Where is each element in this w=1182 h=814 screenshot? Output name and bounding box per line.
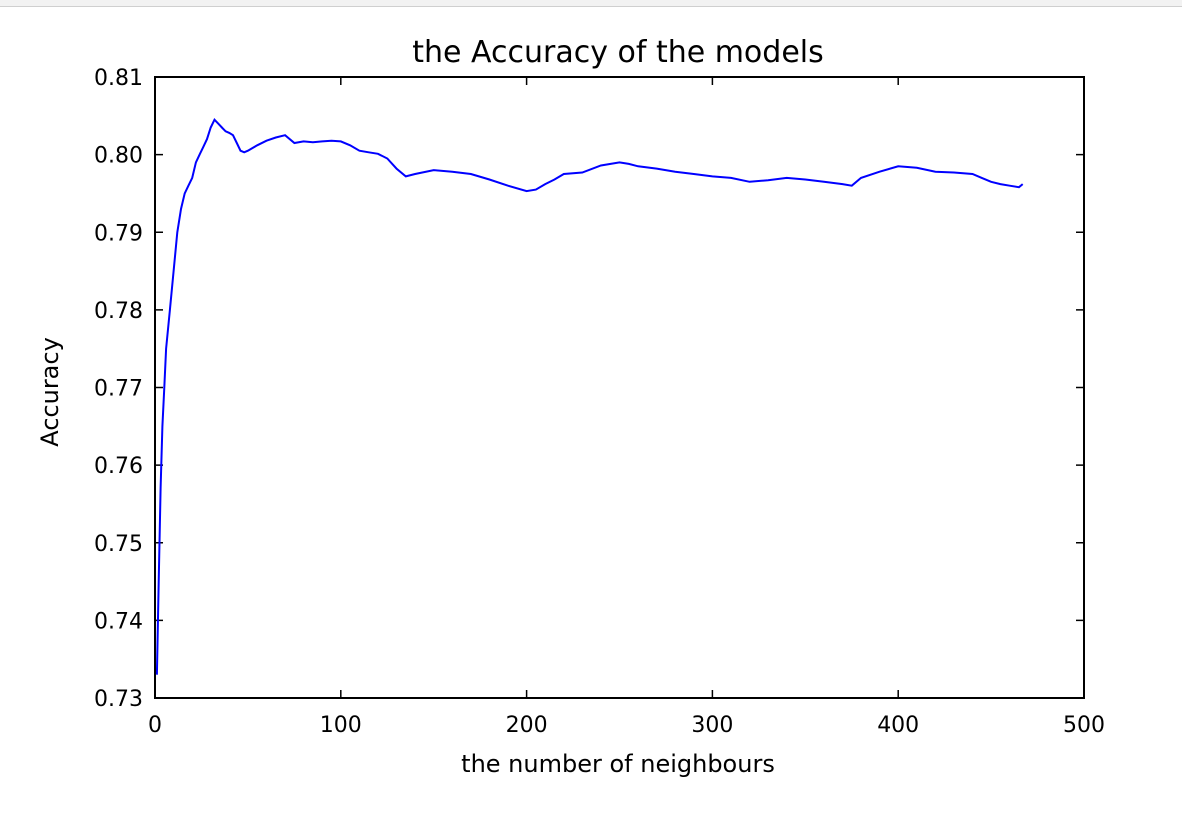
plot-frame [154,76,1085,699]
x-tick-label: 100 [320,713,362,738]
series-line [155,117,1024,675]
y-axis: 0.73 0.74 0.75 0.76 0.77 0.78 0.79 0.80 0.81 [94,66,1084,712]
window-top-strip [0,0,1182,7]
x-tick-label: 200 [506,713,548,738]
y-tick-label: 0.76 [94,454,143,479]
x-tick-label: 500 [1063,713,1105,738]
y-tick-label: 0.80 [94,144,143,169]
plot-area [154,76,1085,699]
y-tick-label: 0.77 [94,377,143,402]
x-axis: 0 100 200 300 400 500 [148,77,1105,738]
y-tick-label: 0.78 [94,299,143,324]
y-axis-label: Accuracy [36,337,64,447]
y-tick-label: 0.79 [94,221,143,246]
x-tick-label: 0 [148,713,162,738]
x-tick-label: 400 [877,713,919,738]
y-tick-label: 0.81 [94,66,143,91]
y-tick-label: 0.73 [94,687,143,712]
chart-title: the Accuracy of the models [412,35,824,70]
y-tick-label: 0.75 [94,532,143,557]
x-axis-label: the number of neighbours [461,750,775,778]
y-tick-label: 0.74 [94,609,143,634]
x-tick-label: 300 [691,713,733,738]
